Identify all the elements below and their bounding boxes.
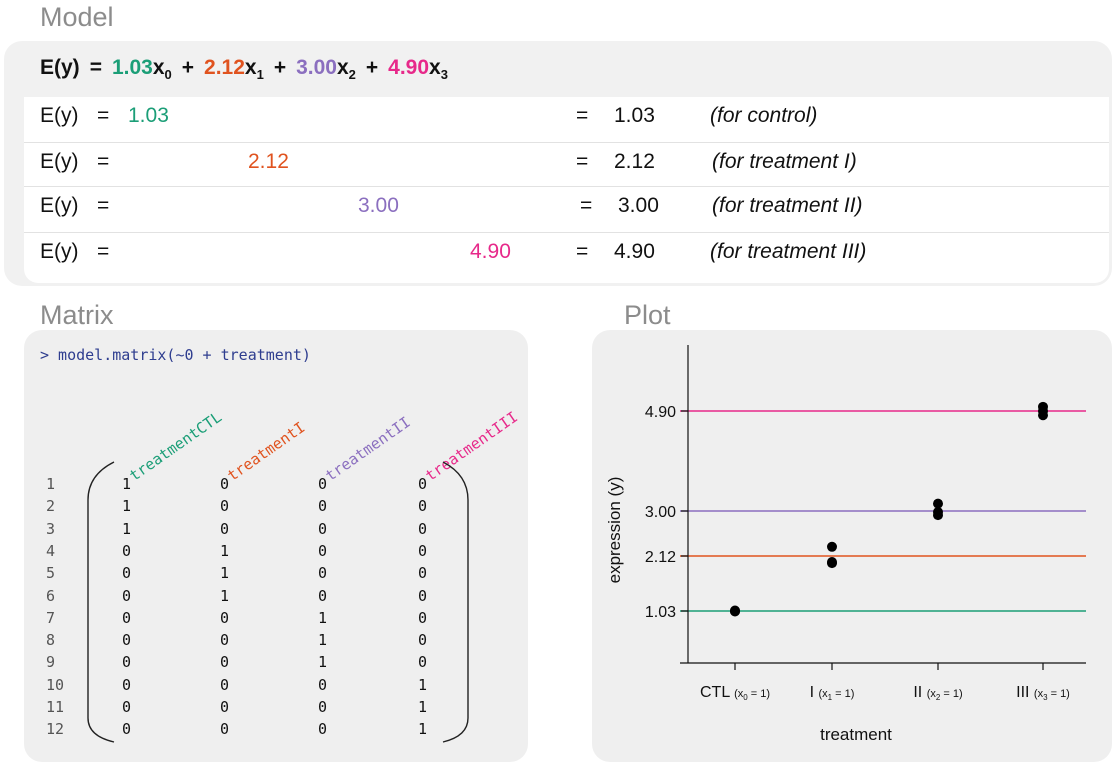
x-axis-label: treatment: [820, 725, 892, 744]
data-point: [827, 542, 837, 552]
x-tick-label: III (x3 = 1): [1016, 684, 1070, 702]
y-axis-label: expression (y): [605, 477, 624, 584]
y-tick-label: 1.03: [645, 604, 676, 621]
x-tick-label: CTL (x0 = 1): [700, 684, 770, 702]
y-tick-label: 2.12: [645, 549, 676, 566]
data-point: [730, 607, 740, 617]
data-point: [827, 558, 837, 568]
data-point: [933, 510, 943, 520]
x-tick-label: I (x1 = 1): [810, 684, 855, 702]
y-tick-label: 4.90: [645, 404, 676, 421]
x-tick-label: II (x2 = 1): [913, 684, 962, 702]
y-tick-label: 3.00: [645, 504, 676, 521]
data-point: [1038, 410, 1048, 420]
